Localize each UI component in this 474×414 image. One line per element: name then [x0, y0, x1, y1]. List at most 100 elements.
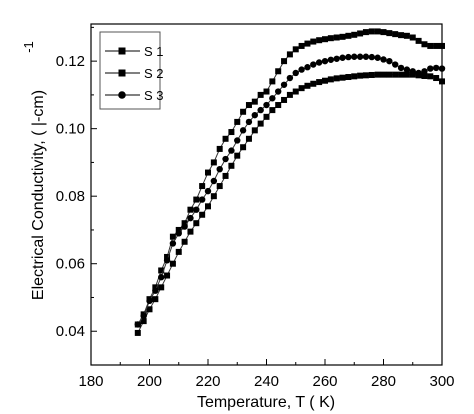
data-point-s3: [146, 297, 153, 305]
data-point-s3: [427, 65, 434, 72]
legend-label-s1: S 1: [144, 44, 164, 59]
ticks-layer: 180 200 220 240 260 280 300 0.04 0.06 0.08 0.10 0.1…: [56, 26, 455, 390]
data-point-s3: [134, 321, 141, 328]
data-point-s2: [357, 30, 364, 37]
data-point-s2: [339, 33, 346, 40]
data-point-s3: [292, 69, 299, 77]
data-point-s3: [234, 137, 241, 144]
x-tick-label: 260: [312, 373, 337, 390]
data-point-s2: [292, 46, 299, 53]
data-point-s1: [205, 203, 211, 210]
data-point-s1: [158, 284, 165, 291]
data-point-s3: [181, 223, 188, 230]
data-point-s2: [181, 220, 188, 227]
data-point-s3: [140, 312, 147, 320]
data-point-s3: [275, 88, 282, 95]
y-axis-title-exponent: -1: [21, 41, 36, 53]
data-point-s1: [386, 71, 393, 78]
legend-marker-s1: [118, 47, 126, 55]
data-point-s1: [216, 183, 223, 190]
data-point-s2: [327, 35, 334, 42]
data-point-s1: [380, 71, 387, 78]
data-point-s2: [245, 102, 252, 109]
x-tick-label: 200: [137, 373, 162, 390]
data-point-s3: [216, 165, 223, 173]
data-point-s2: [310, 38, 317, 45]
data-point-s3: [257, 106, 264, 114]
data-point-s1: [374, 71, 381, 78]
data-point-s1: [403, 71, 410, 78]
data-point-s1: [140, 318, 147, 325]
data-point-s3: [152, 287, 159, 294]
data-point-s3: [356, 53, 364, 60]
data-point-s3: [368, 53, 375, 61]
data-point-s3: [374, 54, 381, 61]
data-point-s2: [193, 196, 200, 203]
data-point-s1: [362, 72, 369, 79]
data-point-s1: [251, 127, 258, 134]
series-layer: [134, 28, 446, 336]
data-point-s3: [210, 177, 218, 185]
data-point-s3: [310, 61, 317, 68]
data-point-s1: [392, 71, 399, 78]
data-point-s1: [292, 88, 299, 95]
data-point-s1: [240, 144, 247, 151]
data-point-s2: [386, 30, 393, 37]
data-point-s1: [421, 72, 428, 79]
data-point-s3: [198, 196, 206, 203]
data-point-s1: [164, 272, 171, 279]
data-point-s1: [257, 120, 264, 127]
data-point-s3: [239, 127, 247, 134]
data-point-s3: [315, 59, 323, 66]
data-point-s1: [228, 162, 235, 169]
data-point-s3: [269, 95, 276, 102]
data-point-s2: [234, 118, 241, 125]
y-tick-label: 0.10: [56, 121, 85, 138]
data-point-s1: [210, 193, 217, 200]
data-point-s1: [175, 248, 182, 255]
data-point-s3: [251, 111, 258, 119]
x-tick-label: 240: [254, 373, 279, 390]
data-point-s3: [187, 214, 194, 222]
data-point-s2: [304, 40, 311, 47]
data-point-s1: [333, 75, 340, 82]
data-point-s1: [199, 211, 206, 218]
data-point-s1: [357, 72, 364, 79]
data-point-s3: [415, 69, 422, 77]
data-point-s2: [158, 267, 165, 274]
data-point-s3: [345, 53, 352, 61]
data-point-s3: [263, 101, 270, 109]
data-point-s1: [409, 71, 416, 78]
data-point-s2: [281, 58, 288, 65]
data-point-s2: [403, 32, 410, 39]
data-point-s3: [333, 55, 340, 62]
data-point-s2: [368, 28, 375, 35]
data-point-s1: [269, 107, 276, 114]
data-point-s3: [193, 206, 200, 213]
legend: S 1 S 2 S 3: [99, 31, 164, 110]
data-point-s2: [228, 129, 235, 136]
data-point-s1: [322, 77, 328, 84]
data-point-s3: [339, 54, 346, 61]
data-point-s2: [222, 135, 229, 142]
data-point-s1: [146, 306, 153, 313]
x-tick-label: 300: [429, 373, 454, 390]
data-point-s3: [397, 64, 405, 72]
legend-label-s3: S 3: [144, 88, 164, 103]
data-point-s2: [210, 159, 217, 166]
data-point-s2: [380, 29, 387, 36]
y-tick-label: 0.06: [56, 256, 85, 273]
data-point-s3: [421, 68, 428, 75]
data-point-s2: [199, 183, 206, 190]
data-point-s1: [152, 296, 159, 303]
data-point-s2: [322, 36, 328, 43]
y-axis-title: Electrical Conductivity, ( |-cm): [30, 90, 47, 300]
data-point-s1: [263, 113, 270, 120]
data-point-s3: [362, 53, 370, 60]
data-point-s1: [134, 329, 141, 336]
data-point-s3: [380, 56, 387, 63]
data-point-s2: [164, 253, 171, 260]
data-point-s3: [327, 56, 335, 63]
data-point-s3: [280, 81, 288, 88]
